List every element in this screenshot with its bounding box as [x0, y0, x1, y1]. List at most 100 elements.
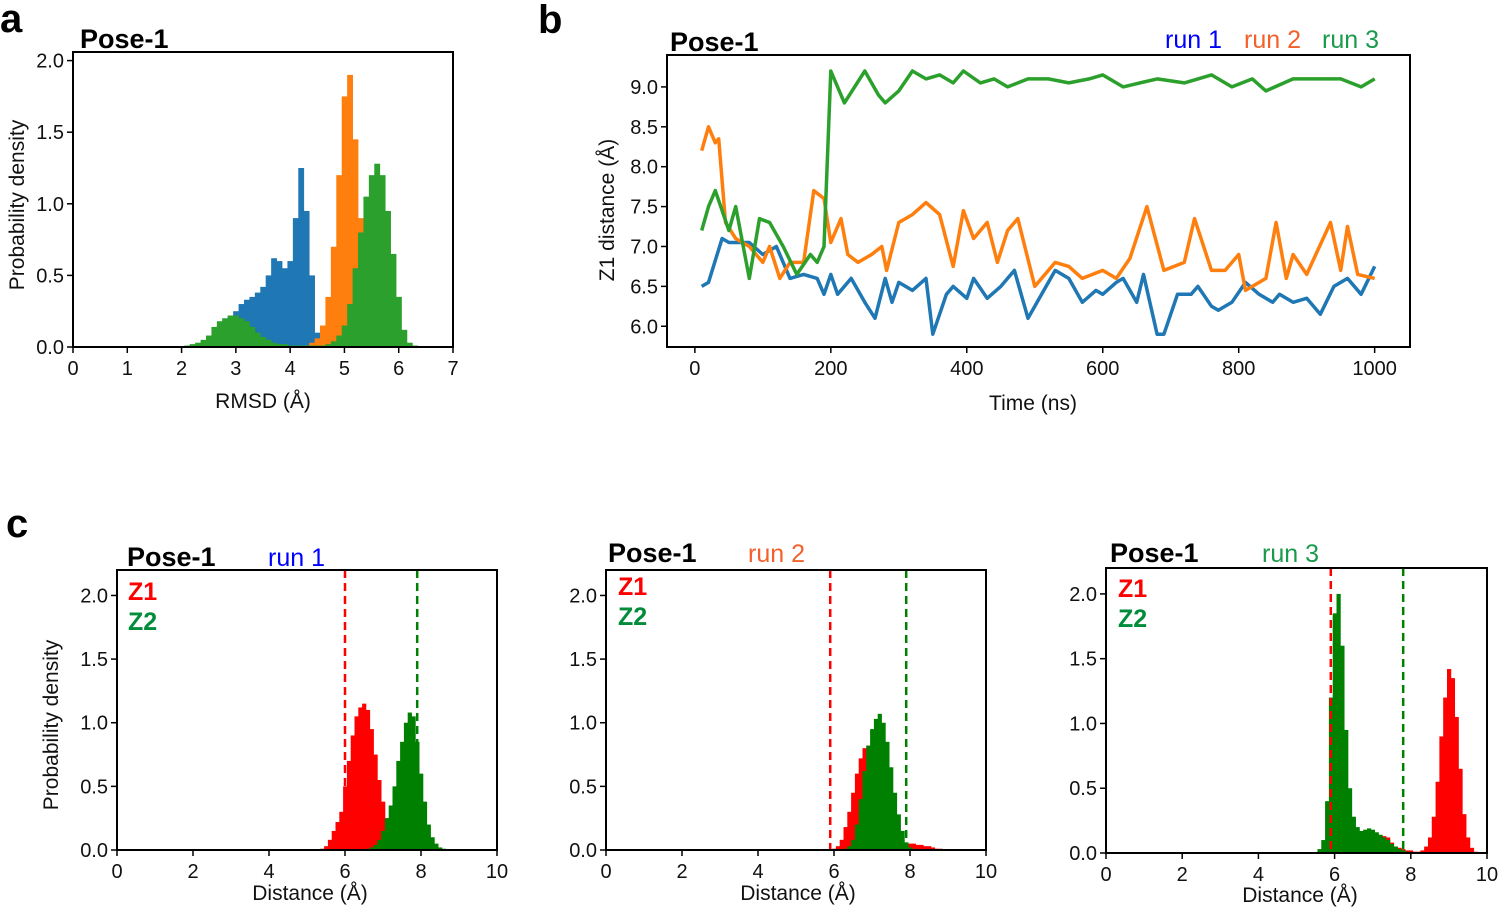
histogram-bar	[369, 729, 374, 850]
histogram-bar	[1431, 816, 1436, 853]
histogram-bar	[325, 296, 332, 347]
histogram-bar	[392, 786, 397, 850]
x-axis-label: Distance (Å)	[252, 882, 368, 905]
axes-frame	[1105, 567, 1488, 854]
histogram-bar	[866, 745, 871, 850]
legend-entry: Z1	[128, 578, 157, 606]
run-label: run 3	[1262, 540, 1319, 568]
x-tick-label: 4	[263, 861, 274, 883]
panel-a: 0 1 2 3 4 5 6 7 0.0 0.5 1.0 1.5 2.0 RMSD (Å) Probabili…	[0, 0, 459, 413]
series-line-run-3	[700, 69, 1376, 281]
histogram-bar	[1408, 850, 1414, 853]
histogram-bar	[373, 754, 378, 850]
histogram-bar	[1427, 837, 1433, 853]
histogram-bar	[314, 338, 321, 347]
y-axis-label: Probability density	[6, 119, 29, 290]
plot-area	[1317, 568, 1478, 853]
chart-title: Pose-1	[80, 24, 169, 54]
histogram-bar	[365, 710, 371, 850]
histogram-bar	[411, 716, 416, 850]
histogram-bar	[1446, 669, 1452, 853]
panel-c2: 0 2 4 6 8 10 0.0 0.5 1.0 1.5 2.0 Distance (Å) Pose-1…	[569, 538, 997, 905]
histogram-bar	[341, 325, 348, 347]
histogram-bar	[1401, 850, 1406, 853]
y-tick-label: 2.0	[1069, 584, 1097, 606]
histogram-bar	[927, 846, 932, 850]
histogram-bar	[1469, 847, 1475, 853]
plot-area	[828, 570, 943, 850]
x-tick-label: 8	[1405, 864, 1416, 886]
x-tick-label: 2	[176, 358, 187, 380]
histogram-bar	[911, 843, 917, 850]
chart-title: Pose-1	[1110, 538, 1199, 568]
series-z2	[1317, 593, 1410, 853]
histogram-bar	[352, 139, 359, 347]
x-tick-label: 7	[447, 358, 458, 380]
chart-title: Pose-1	[670, 27, 759, 57]
histogram-bar	[1424, 846, 1429, 853]
x-tick-label: 2	[187, 861, 198, 883]
y-tick-label: 7.0	[630, 236, 658, 258]
y-tick-label: 1.0	[36, 194, 64, 216]
histogram-bar	[915, 844, 920, 850]
histogram-bar	[249, 296, 256, 347]
histogram-bar	[873, 718, 879, 850]
histogram-bar	[244, 321, 250, 347]
y-tick-label: 1.0	[1069, 713, 1097, 735]
histogram-bar	[388, 805, 393, 850]
axes-frame	[116, 569, 498, 851]
histogram-bar	[406, 342, 413, 347]
histogram-bar	[265, 339, 272, 347]
x-tick-label: 6	[1329, 864, 1340, 886]
histogram-bar	[1370, 829, 1376, 853]
histogram-bar	[335, 822, 340, 850]
legend-entry: Z2	[1118, 605, 1147, 633]
y-tick-label: 1.5	[80, 649, 108, 671]
histogram-bar	[327, 839, 333, 850]
series-line-run-1	[700, 236, 1377, 336]
histogram-bar	[908, 847, 913, 850]
histogram-bar	[381, 801, 386, 850]
x-tick-label: 400	[950, 358, 983, 380]
x-tick-label: 10	[975, 861, 997, 883]
histogram-bar	[1458, 768, 1463, 853]
y-tick-label: 7.5	[630, 197, 658, 219]
histogram-bar	[885, 741, 890, 850]
series-z1	[320, 703, 409, 850]
histogram-bar	[324, 846, 329, 850]
histogram-bar	[1336, 593, 1341, 853]
histogram-bar	[1332, 613, 1337, 853]
run-label: run 1	[268, 544, 325, 572]
histogram-bar	[276, 344, 283, 347]
histogram-bar	[851, 792, 856, 850]
histogram-bar	[1325, 801, 1330, 853]
x-tick-label: 4	[1253, 864, 1264, 886]
histogram-bar	[358, 707, 363, 850]
histogram-bar	[854, 824, 860, 850]
histogram-bar	[1389, 843, 1395, 853]
y-tick-label: 0.0	[80, 840, 108, 862]
legend-entry: run 1	[1165, 26, 1222, 54]
y-tick-label: 1.5	[569, 649, 597, 671]
histogram-bar	[858, 799, 863, 850]
y-tick-label: 2.0	[36, 51, 64, 73]
histogram-bar	[892, 792, 898, 850]
histogram-bar	[339, 811, 344, 850]
histogram-bar	[303, 210, 310, 347]
histogram-bar	[1450, 678, 1456, 853]
histogram-bar	[309, 275, 315, 347]
histogram-bar	[1397, 849, 1402, 853]
y-tick-label: 1.5	[1069, 649, 1097, 671]
histogram-bar	[881, 722, 886, 850]
x-axis-label: Distance (Å)	[740, 882, 856, 905]
series-run-1	[200, 167, 321, 347]
y-tick-label: 0.5	[80, 776, 108, 798]
chart-title: Pose-1	[127, 542, 216, 572]
histogram-bar	[407, 712, 412, 850]
y-tick-label: 2.0	[569, 585, 597, 607]
y-tick-label: 8.5	[630, 117, 658, 139]
histogram-bar	[847, 811, 852, 850]
legend-entry: run 3	[1322, 26, 1379, 54]
x-axis-label: Distance (Å)	[1242, 884, 1358, 907]
histogram-bar	[847, 846, 852, 850]
